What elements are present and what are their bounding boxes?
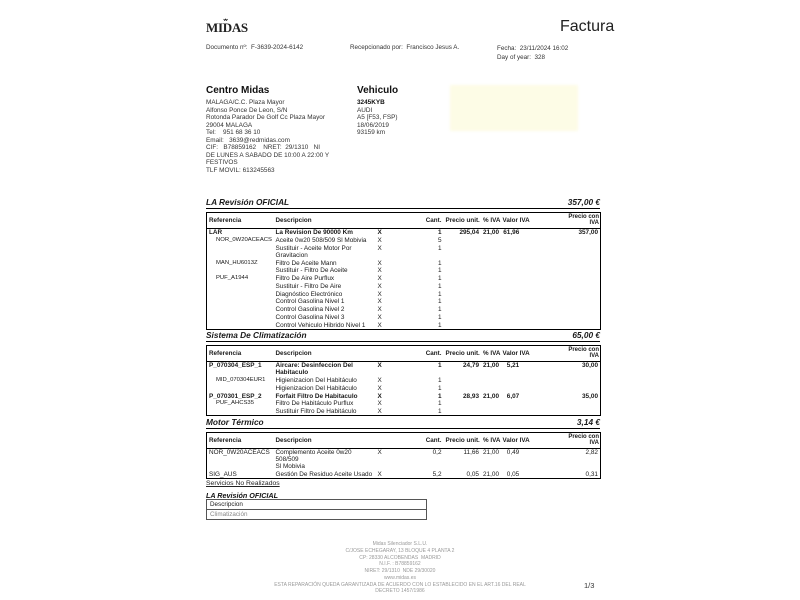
svg-text:MIDAS: MIDAS [206,20,248,35]
